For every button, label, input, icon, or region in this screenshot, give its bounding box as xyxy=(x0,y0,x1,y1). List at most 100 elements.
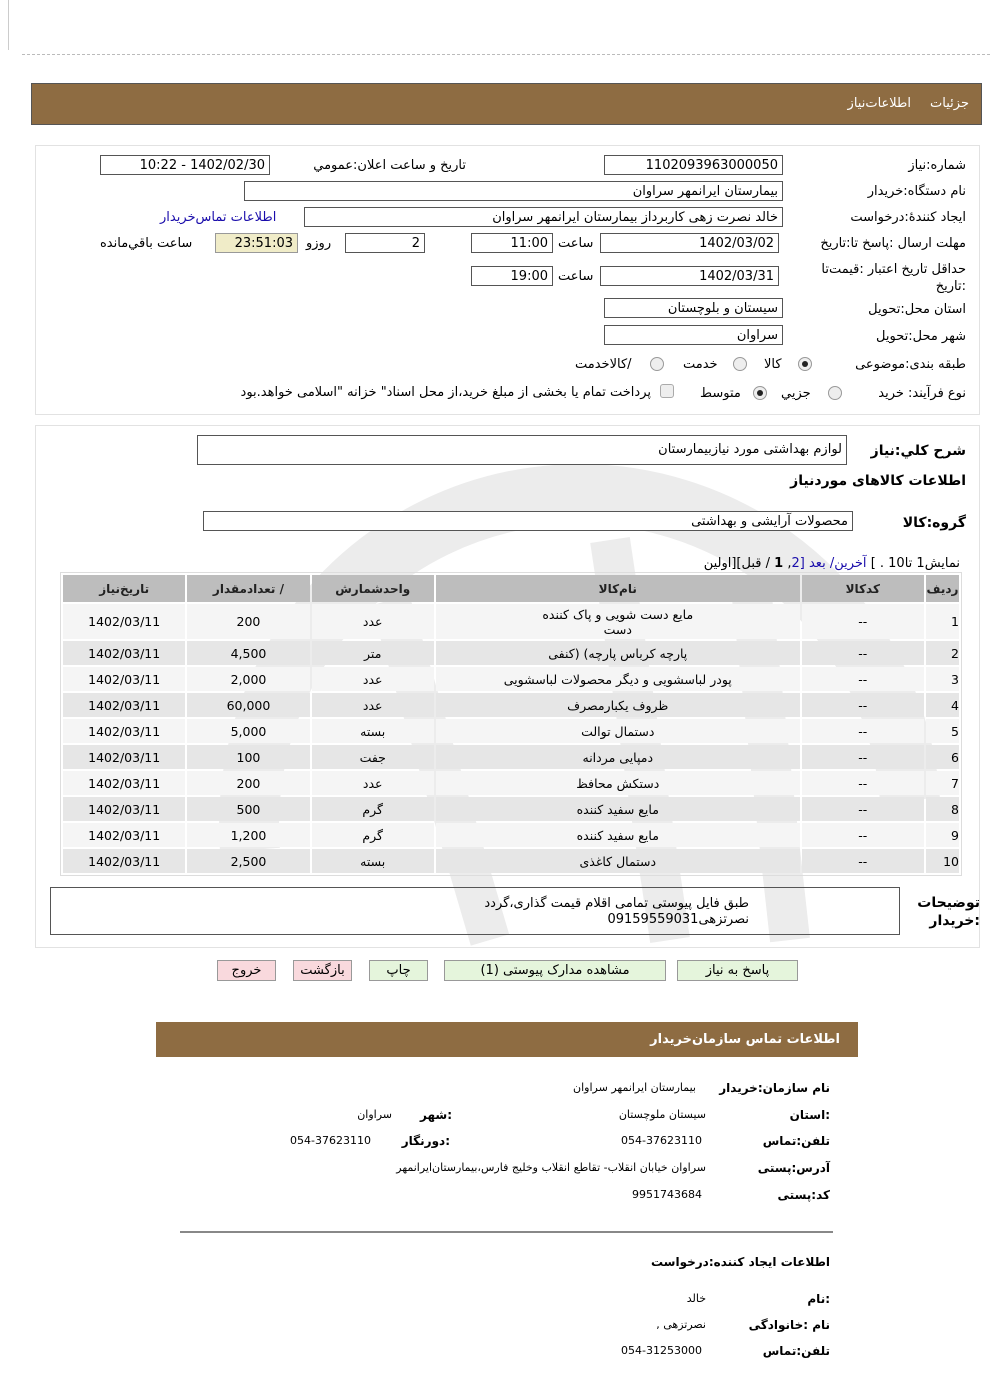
deadline-label: مهلت ارسال :پاسخ تا:تاریخ xyxy=(820,236,966,251)
deadline-date-field: 1402/03/02 xyxy=(600,233,779,253)
cell-date: 1402/03/11 xyxy=(63,797,186,821)
process-medium-radio[interactable] xyxy=(753,386,767,400)
tab-details[interactable]: جزئیات xyxy=(930,96,969,111)
table-row: 3 -- پودر لباسشویی و دیگر محصولات لباسشویی… xyxy=(63,667,959,691)
category-goods-radio[interactable] xyxy=(798,357,812,371)
category-both-radio[interactable] xyxy=(650,357,664,371)
top-divider xyxy=(22,54,990,55)
cell-unit: عدد xyxy=(311,604,434,639)
process-minor-radio[interactable] xyxy=(828,386,842,400)
province-field: سیستان و بلوچستان xyxy=(604,298,783,318)
cell-code: -- xyxy=(801,667,924,691)
address-value: سراوان خیابان انقلاب- تقاطع انقلاب وخلیج… xyxy=(396,1161,706,1174)
group-field: محصولات آرایشی و بهداشتی xyxy=(203,511,853,531)
cell-unit: جفت xyxy=(311,745,434,769)
cell-date: 1402/03/11 xyxy=(63,745,186,769)
cell-date: 1402/03/11 xyxy=(63,667,186,691)
name-value: خالد xyxy=(686,1292,706,1305)
category-label: طبقه بندی:موضوعی xyxy=(855,357,966,372)
cell-code: -- xyxy=(801,693,924,717)
cell-code: -- xyxy=(801,771,924,795)
days-field: 2 xyxy=(345,233,425,253)
validity-time-label: ساعت xyxy=(558,269,594,284)
contact-header-bar: اطلاعات تماس سازمان‌خریدار xyxy=(156,1022,858,1057)
deadline-time-label: ساعت xyxy=(558,236,594,251)
table-row: 7 -- دستکش محافظ عدد 200 1402/03/11 xyxy=(63,771,959,795)
view-attachments-button[interactable]: مشاهده مدارک پیوستی (1) xyxy=(444,960,666,981)
pagination-next[interactable]: بعد xyxy=(808,556,826,571)
process-minor-label: جزیي xyxy=(781,386,811,401)
cell-name: دمپایی مردانه xyxy=(435,745,800,769)
cell-unit: بسته xyxy=(311,719,434,743)
pagination: نمایش1 تا10 . ] آخرین/ بعد [2, 1 / قبل][… xyxy=(704,556,960,571)
summary-label: شرح كلي:نیاز xyxy=(870,443,966,459)
cell-qty: 2,000 xyxy=(187,667,310,691)
cell-qty: 200 xyxy=(187,771,310,795)
reply-button[interactable]: پاسخ به نیاز xyxy=(677,960,798,981)
creator-field: خالد نصرت زهی کاربرداز بیمارستان ایرانمه… xyxy=(304,207,783,227)
cell-row: 3 xyxy=(925,667,959,691)
city-field: سراوان xyxy=(604,325,783,345)
exit-button[interactable]: خروج xyxy=(217,960,276,981)
province-label: استان محل:تحویل xyxy=(868,302,966,317)
creator-info-title: اطلاعات ایجاد کننده:درخواست xyxy=(650,1255,830,1269)
process-label: نوع فرآیند: خرید xyxy=(878,386,966,401)
process-medium-label: متوسط xyxy=(700,386,741,401)
cell-unit: بسته xyxy=(311,849,434,873)
cell-name: ظروف یکبارمصرف xyxy=(435,693,800,717)
cell-code: -- xyxy=(801,797,924,821)
tab-need-info[interactable]: اطلاعات‌نیاز xyxy=(847,96,911,111)
col-row: ردیف xyxy=(925,575,959,602)
creator-phone-label: تلفن:تماس xyxy=(762,1344,830,1358)
cell-row: 6 xyxy=(925,745,959,769)
cell-unit: گرم xyxy=(311,823,434,847)
cell-name: دستکش محافظ xyxy=(435,771,800,795)
cell-row: 7 xyxy=(925,771,959,795)
category-service-radio[interactable] xyxy=(733,357,747,371)
col-unit: واحدشمارش xyxy=(311,575,434,602)
days-label: روزو xyxy=(306,236,332,251)
group-label: گروه:کالا xyxy=(902,515,966,531)
pagination-page-1: 1 xyxy=(774,556,784,571)
summary-panel xyxy=(35,425,980,948)
pagination-last[interactable]: آخرین/ xyxy=(829,556,867,571)
cell-qty: 100 xyxy=(187,745,310,769)
notes-label: توضیحات :خریدار xyxy=(917,895,980,929)
announce-field: 1402/02/30 - 10:22 xyxy=(100,155,270,175)
cell-name: پارچه کرباس پارچه) (کنفی xyxy=(435,641,800,665)
province-value-c: سیستان ملوچستان xyxy=(618,1108,706,1121)
family-value: نصرتزهی , xyxy=(656,1318,706,1331)
need-number-field: 1102093963000050 xyxy=(604,155,783,175)
pagination-rest[interactable]: / قبل][اولین xyxy=(703,556,770,571)
cell-qty: 200 xyxy=(187,604,310,639)
summary-field: لوازم بهداشتی مورد نیازبیمارستان xyxy=(197,435,847,465)
payment-checkbox[interactable] xyxy=(660,384,674,398)
cell-date: 1402/03/11 xyxy=(63,604,186,639)
cell-name: دستمال توالت xyxy=(435,719,800,743)
payment-note: پرداخت تمام یا بخشی از مبلغ خرید،از محل … xyxy=(240,385,651,400)
cell-date: 1402/03/11 xyxy=(63,771,186,795)
back-button[interactable]: بازگشت xyxy=(293,960,352,981)
pagination-page-2[interactable]: [2 xyxy=(791,556,805,571)
city-label-c: :شهر xyxy=(420,1108,452,1122)
col-code: کدکالا xyxy=(801,575,924,602)
family-label: نام :خانوادگی xyxy=(748,1318,830,1332)
table-row: 2 -- پارچه کرباس پارچه) (کنفی متر 4,500 1402/… xyxy=(63,641,959,665)
print-button[interactable]: چاپ xyxy=(369,960,428,981)
cell-unit: عدد xyxy=(311,667,434,691)
cell-row: 10 xyxy=(925,849,959,873)
cell-row: 4 xyxy=(925,693,959,717)
validity-label: حداقل تاریخ اعتبار :قیمت‌تا :تاریخ xyxy=(821,262,966,294)
pagination-sep: , xyxy=(787,556,792,571)
fax-value: 054-37623110 xyxy=(290,1134,371,1147)
table-header-row: ردیف کدکالا نام‌کالا واحدشمارش / تعدادمق… xyxy=(63,575,959,602)
validity-time-field: 19:00 xyxy=(471,266,553,286)
buyer-contact-link[interactable]: اطلاعات تماس‌خریدار xyxy=(160,210,277,225)
org-value: بیمارستان ایرانمهر سراوان xyxy=(573,1081,696,1094)
cell-qty: 4,500 xyxy=(187,641,310,665)
category-service-label: خدمت xyxy=(683,357,718,372)
buyer-label: نام دستگاه:خریدار xyxy=(867,184,966,199)
address-label: آدرس:پستی xyxy=(757,1161,830,1175)
need-number-label: شماره:نیاز xyxy=(908,158,966,173)
cell-code: -- xyxy=(801,604,924,639)
